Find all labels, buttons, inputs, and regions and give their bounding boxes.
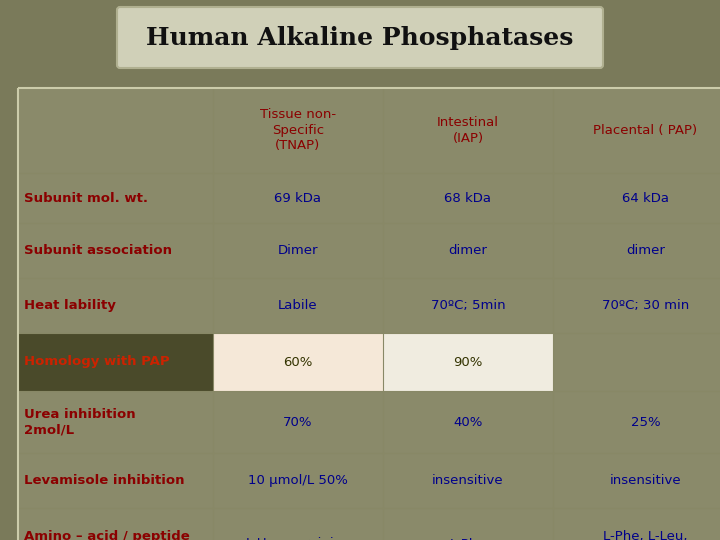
- Text: Subunit association: Subunit association: [24, 244, 172, 257]
- Text: Urea inhibition
2mol/L: Urea inhibition 2mol/L: [24, 408, 135, 436]
- Text: Levamisole inhibition: Levamisole inhibition: [24, 474, 184, 487]
- Text: 69 kDa: 69 kDa: [274, 192, 322, 205]
- Text: dimer: dimer: [449, 244, 487, 257]
- Text: insensitive: insensitive: [610, 474, 681, 487]
- Text: Tissue non-
Specific
(TNAP): Tissue non- Specific (TNAP): [260, 109, 336, 152]
- Bar: [18, 278, 720, 333]
- Text: Amino – acid / peptide
inhibiton: Amino – acid / peptide inhibiton: [24, 530, 190, 540]
- Text: 25%: 25%: [631, 415, 660, 429]
- Text: Dimer: Dimer: [278, 244, 318, 257]
- Bar: [18, 173, 720, 223]
- Bar: [18, 391, 720, 453]
- Text: L-Phe, L-Leu,
L-Phe-gly-gly: L-Phe, L-Leu, L-Phe-gly-gly: [603, 530, 688, 540]
- Text: 68 kDa: 68 kDa: [444, 192, 492, 205]
- Text: Placental ( PAP): Placental ( PAP): [593, 124, 698, 137]
- Text: Intestinal
(IAP): Intestinal (IAP): [437, 116, 499, 145]
- Text: 60%: 60%: [283, 355, 312, 368]
- Text: 10 μmol/L 50%: 10 μmol/L 50%: [248, 474, 348, 487]
- Text: L-Homoarginine: L-Homoarginine: [246, 537, 351, 540]
- Text: 70ºC; 30 min: 70ºC; 30 min: [602, 299, 689, 312]
- Text: Homology with PAP: Homology with PAP: [24, 355, 170, 368]
- Text: Human Alkaline Phosphatases: Human Alkaline Phosphatases: [146, 25, 574, 50]
- Bar: [18, 508, 720, 540]
- Text: dimer: dimer: [626, 244, 665, 257]
- Text: 90%: 90%: [454, 355, 482, 368]
- Text: 70%: 70%: [283, 415, 312, 429]
- Bar: [553, 333, 720, 391]
- FancyBboxPatch shape: [117, 7, 603, 68]
- Bar: [18, 333, 720, 391]
- Bar: [383, 333, 553, 391]
- Bar: [213, 333, 383, 391]
- Text: Labile: Labile: [278, 299, 318, 312]
- Text: 64 kDa: 64 kDa: [622, 192, 669, 205]
- Bar: [18, 453, 720, 508]
- Text: 40%: 40%: [454, 415, 482, 429]
- Bar: [18, 223, 720, 278]
- Text: 70ºC; 5min: 70ºC; 5min: [431, 299, 505, 312]
- Bar: [18, 88, 720, 173]
- Text: insensitive: insensitive: [432, 474, 504, 487]
- Text: L-Phe: L-Phe: [450, 537, 486, 540]
- Text: Heat lability: Heat lability: [24, 299, 116, 312]
- Text: Subunit mol. wt.: Subunit mol. wt.: [24, 192, 148, 205]
